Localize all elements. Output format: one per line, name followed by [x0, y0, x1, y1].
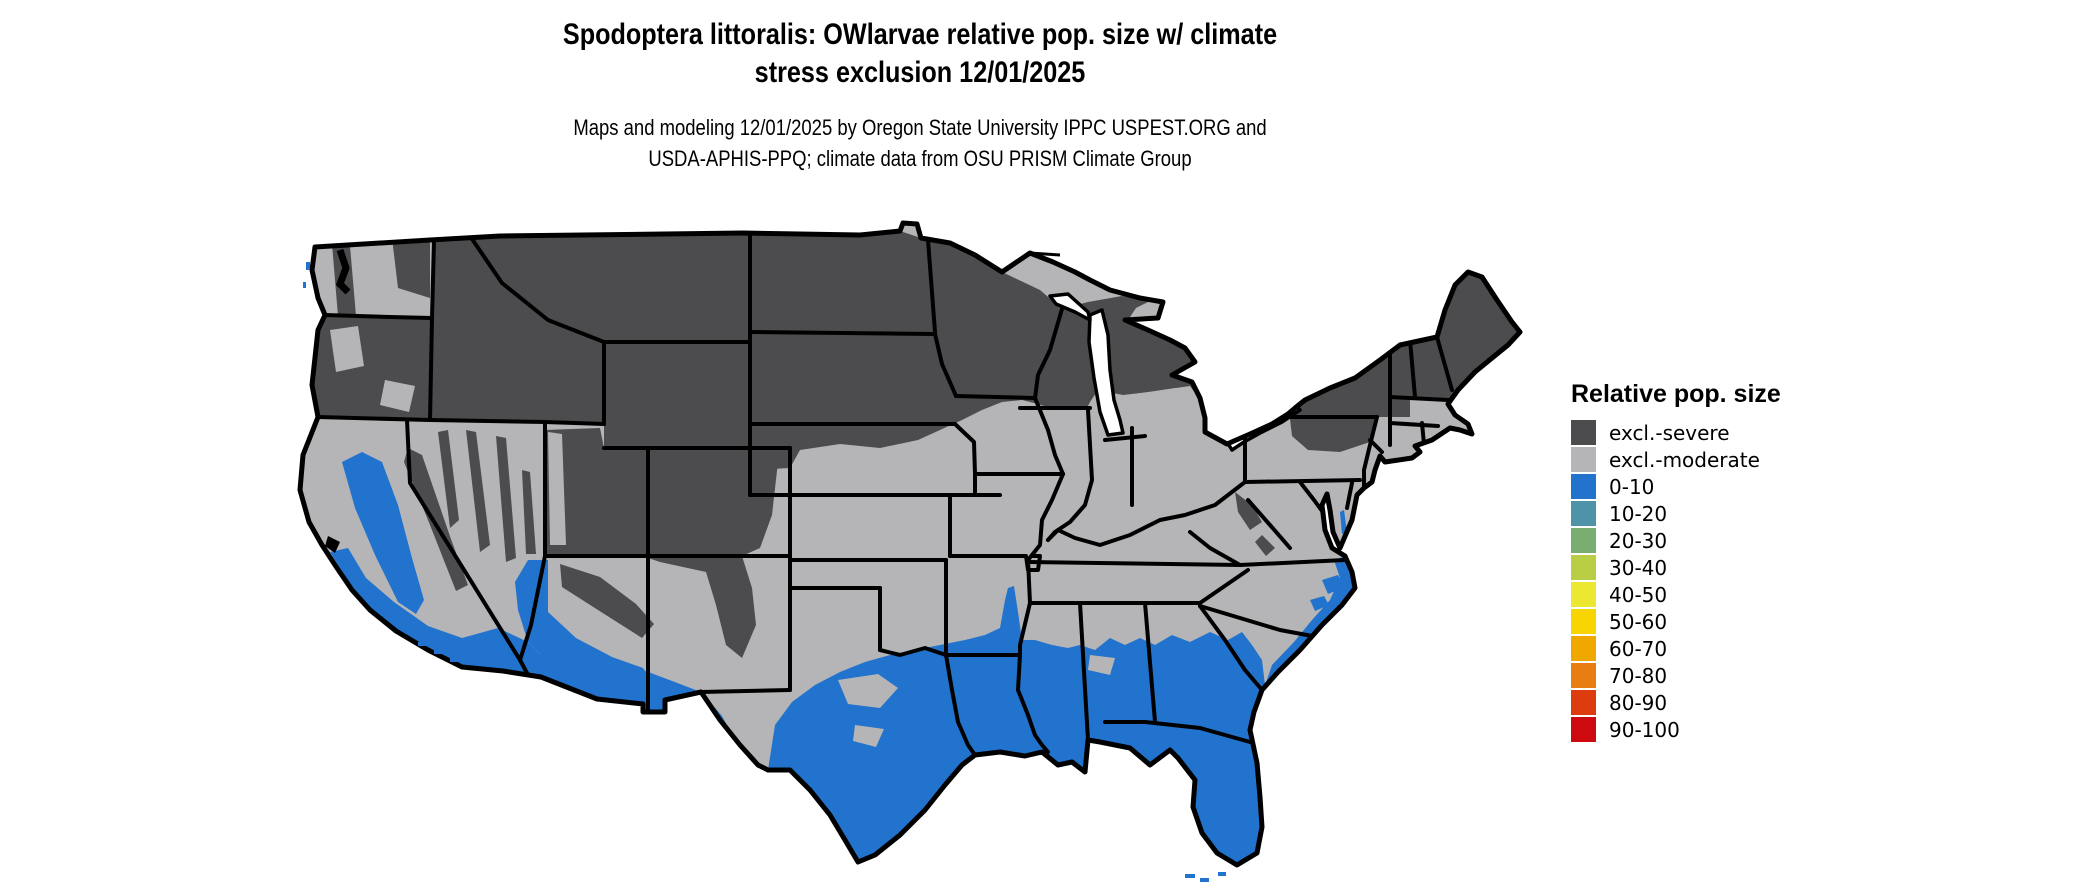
legend-swatch — [1571, 528, 1596, 553]
map-subtitle-line2: USDA-APHIS-PPQ; climate data from OSU PR… — [648, 146, 1192, 171]
legend-item: 30-40 — [1571, 554, 1871, 581]
legend-item: excl.-moderate — [1571, 446, 1871, 473]
legend-swatch — [1571, 447, 1596, 472]
legend-label: 90-100 — [1609, 717, 1680, 742]
coastal-details — [303, 248, 1226, 882]
legend-label: excl.-severe — [1609, 420, 1730, 445]
legend-items: excl.-severe excl.-moderate 0-10 10-20 2… — [1571, 419, 1871, 743]
legend-swatch — [1571, 690, 1596, 715]
header: Spodoptera littoralis: OWlarvae relative… — [40, 16, 1800, 174]
puget-sound-mark — [335, 248, 351, 295]
san-francisco-bay-mark — [325, 536, 340, 553]
legend-item: 80-90 — [1571, 689, 1871, 716]
legend-item: 50-60 — [1571, 608, 1871, 635]
legend-item: 20-30 — [1571, 527, 1871, 554]
green-bay-shape — [1048, 292, 1092, 322]
legend-swatch — [1571, 663, 1596, 688]
map-region-excluded-severe — [312, 231, 1520, 658]
legend-label: 0-10 — [1609, 474, 1655, 499]
legend-label: 20-30 — [1609, 528, 1668, 553]
map-subtitle: Maps and modeling 12/01/2025 by Oregon S… — [40, 112, 1800, 174]
legend-label: excl.-moderate — [1609, 447, 1760, 472]
legend-label: 70-80 — [1609, 663, 1668, 688]
legend-label: 10-20 — [1609, 501, 1668, 526]
legend-swatch — [1571, 420, 1596, 445]
legend-item: 70-80 — [1571, 662, 1871, 689]
legend-item: excl.-severe — [1571, 419, 1871, 446]
legend-item: 40-50 — [1571, 581, 1871, 608]
legend-item: 90-100 — [1571, 716, 1871, 743]
legend-title: Relative pop. size — [1571, 380, 1781, 408]
lake-michigan-shape — [1087, 308, 1125, 437]
superior-border-line — [1001, 251, 1061, 274]
legend-swatch — [1571, 609, 1596, 634]
legend-label: 40-50 — [1609, 582, 1668, 607]
map-subtitle-line1: Maps and modeling 12/01/2025 by Oregon S… — [573, 115, 1267, 140]
legend-swatch — [1571, 555, 1596, 580]
legend-swatch — [1571, 717, 1596, 742]
map-title-line2: stress exclusion 12/01/2025 — [754, 56, 1086, 89]
washington-coast-specks — [303, 262, 310, 288]
legend-swatch — [1571, 501, 1596, 526]
legend-item: 60-70 — [1571, 635, 1871, 662]
map-title-line1: Spodoptera littoralis: OWlarvae relative… — [562, 18, 1278, 51]
map-light-patches — [330, 326, 1205, 545]
legend-label: 80-90 — [1609, 690, 1668, 715]
legend-item: 0-10 — [1571, 473, 1871, 500]
legend-swatch — [1571, 474, 1596, 499]
legend-label: 50-60 — [1609, 609, 1668, 634]
florida-keys — [1185, 872, 1226, 882]
map-region-pop-0-10 — [330, 452, 1355, 865]
channel-islands — [418, 642, 457, 662]
legend-label: 60-70 — [1609, 636, 1668, 661]
legend: Relative pop. size excl.-severe excl.-mo… — [1571, 380, 1871, 743]
us-outline — [297, 220, 1523, 868]
legend-item: 10-20 — [1571, 500, 1871, 527]
legend-swatch — [1571, 582, 1596, 607]
map-gray-pockets — [838, 655, 1115, 747]
legend-swatch — [1571, 636, 1596, 661]
legend-label: 30-40 — [1609, 555, 1668, 580]
